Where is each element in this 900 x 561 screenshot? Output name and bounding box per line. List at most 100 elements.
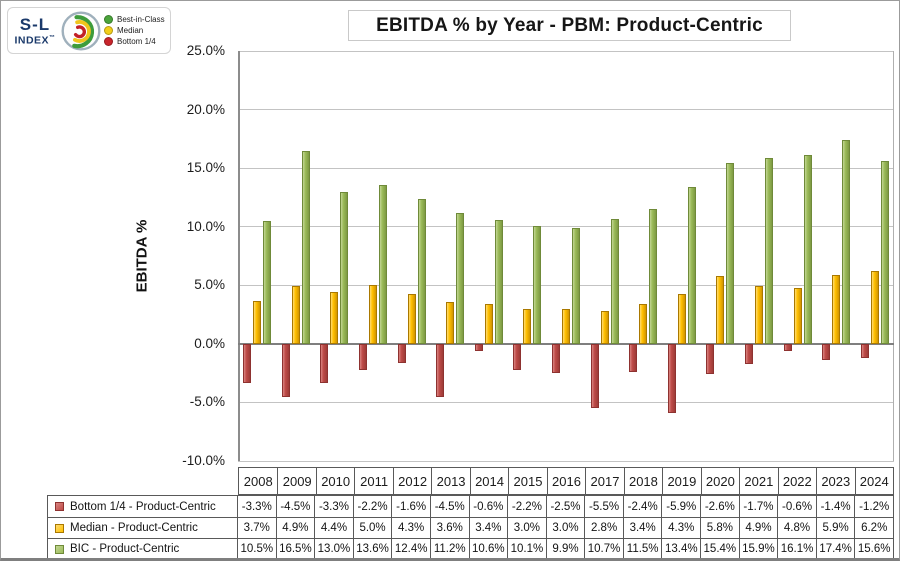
legend-dot-icon bbox=[104, 15, 113, 24]
bar-bic-2024 bbox=[880, 161, 889, 344]
value-cell: -0.6% bbox=[777, 496, 816, 517]
bar-bic-2017 bbox=[610, 218, 619, 344]
year-cell: 2024 bbox=[854, 468, 893, 494]
legend-item: Best-in-Class bbox=[104, 15, 165, 24]
bar-bottom-2017 bbox=[590, 343, 599, 409]
sl-index-wordmark: S-L INDEX™ bbox=[12, 16, 58, 46]
bar-bottom-2012 bbox=[397, 343, 406, 363]
value-cell: 6.2% bbox=[854, 518, 893, 538]
row-label: BIC - Product-Centric bbox=[48, 539, 237, 558]
legend-item-label: Median bbox=[117, 26, 144, 35]
year-cell: 2015 bbox=[508, 468, 546, 494]
bar-median-2014 bbox=[484, 304, 493, 344]
series-marker-icon bbox=[55, 544, 64, 554]
bar-bic-2010 bbox=[340, 191, 349, 344]
bar-bottom-2019 bbox=[667, 343, 676, 413]
bar-group-2010 bbox=[315, 51, 354, 461]
row-label: Bottom 1/4 - Product-Centric bbox=[48, 496, 237, 517]
value-cell: -5.9% bbox=[661, 496, 700, 517]
y-tick-label: 20.0% bbox=[186, 101, 225, 117]
value-cell: 5.9% bbox=[815, 518, 855, 538]
series-marker-icon bbox=[55, 523, 64, 533]
value-cell: -0.6% bbox=[468, 496, 508, 517]
value-cell: 13.0% bbox=[314, 539, 353, 558]
year-cell: 2012 bbox=[392, 468, 431, 494]
value-cell: 5.8% bbox=[700, 518, 739, 538]
value-cell: 2.8% bbox=[584, 518, 623, 538]
table-row: Median - Product-Centric 3.7% 4.9% 4.4% 5.0%… bbox=[48, 517, 893, 538]
year-cell: 2020 bbox=[700, 468, 739, 494]
gridline bbox=[238, 167, 894, 169]
value-cell: 10.7% bbox=[584, 539, 623, 558]
bar-median-2013 bbox=[446, 301, 455, 344]
bar-bottom-2020 bbox=[706, 343, 715, 375]
table-row: Bottom 1/4 - Product-Centric -3.3% -4.5% -3… bbox=[48, 496, 893, 517]
year-cell: 2022 bbox=[777, 468, 816, 494]
value-cell: -2.2% bbox=[507, 496, 546, 517]
legend-item: Median bbox=[104, 26, 165, 35]
legend-dot-icon bbox=[104, 26, 113, 35]
value-cell: 13.6% bbox=[352, 539, 392, 558]
y-tick-label: -10.0% bbox=[182, 453, 225, 468]
bar-group-2022 bbox=[778, 51, 817, 461]
row-label: Median - Product-Centric bbox=[48, 518, 237, 538]
value-cell: 10.5% bbox=[237, 539, 276, 558]
bar-group-2020 bbox=[701, 51, 740, 461]
bar-bic-2020 bbox=[726, 163, 735, 344]
chart-legend: Best-in-Class Median Bottom 1/4 bbox=[104, 15, 165, 46]
bar-bottom-2022 bbox=[783, 343, 792, 351]
table-row: BIC - Product-Centric 10.5% 16.5% 13.0% 13.6… bbox=[48, 538, 893, 558]
gridline bbox=[238, 50, 894, 52]
year-cell: 2018 bbox=[623, 468, 662, 494]
row-label-text: Median - Product-Centric bbox=[70, 522, 198, 534]
page-title: EBITDA % by Year - PBM: Product-Centric bbox=[348, 10, 791, 41]
bar-median-2010 bbox=[330, 292, 339, 344]
bar-bic-2014 bbox=[494, 219, 503, 344]
value-cell: -4.5% bbox=[429, 496, 469, 517]
sl-index-logo: S-L INDEX™ Best-in-Class Median Bottom 1/4 bbox=[7, 7, 171, 54]
bar-bottom-2023 bbox=[822, 343, 831, 361]
value-cell: 3.4% bbox=[622, 518, 662, 538]
bar-group-2012 bbox=[392, 51, 431, 461]
bar-median-2018 bbox=[639, 304, 648, 344]
bar-bottom-2008 bbox=[243, 343, 252, 383]
bar-bottom-2016 bbox=[551, 343, 560, 374]
gridline bbox=[238, 284, 894, 286]
bar-bic-2023 bbox=[842, 140, 851, 344]
value-cell: 17.4% bbox=[815, 539, 855, 558]
year-cell: 2013 bbox=[431, 468, 469, 494]
value-cell: -3.3% bbox=[237, 496, 276, 517]
bar-median-2023 bbox=[832, 274, 841, 344]
value-cell: 4.8% bbox=[777, 518, 816, 538]
bar-bic-2012 bbox=[417, 198, 426, 344]
value-cell: -4.5% bbox=[275, 496, 315, 517]
value-cell: 4.9% bbox=[738, 518, 778, 538]
value-cell: 4.9% bbox=[275, 518, 315, 538]
data-table: Bottom 1/4 - Product-Centric -3.3% -4.5% -3… bbox=[47, 495, 894, 558]
value-cell: 5.0% bbox=[352, 518, 392, 538]
bar-group-2024 bbox=[855, 51, 894, 461]
bar-median-2019 bbox=[677, 293, 686, 344]
row-label-text: BIC - Product-Centric bbox=[70, 543, 180, 555]
plot-right-border bbox=[893, 51, 894, 461]
value-cell: -2.2% bbox=[352, 496, 392, 517]
bar-bottom-2015 bbox=[513, 343, 522, 370]
bar-median-2011 bbox=[369, 285, 378, 344]
y-tick-label: 0.0% bbox=[194, 335, 225, 351]
bar-group-2015 bbox=[508, 51, 547, 461]
year-cell: 2010 bbox=[315, 468, 354, 494]
value-cell: 4.3% bbox=[661, 518, 700, 538]
bar-bic-2011 bbox=[379, 184, 388, 344]
bar-group-2011 bbox=[354, 51, 393, 461]
bar-bottom-2009 bbox=[281, 343, 290, 397]
y-tick-label: 15.0% bbox=[186, 160, 225, 176]
bar-bottom-2013 bbox=[436, 343, 445, 397]
bar-median-2022 bbox=[793, 287, 802, 344]
value-cell: 15.4% bbox=[700, 539, 739, 558]
bar-median-2009 bbox=[291, 286, 300, 344]
bar-group-2019 bbox=[662, 51, 701, 461]
x-axis-year-row: 2008 2009 2010 2011 2012 2013 2014 2015 2016 2017… bbox=[238, 467, 894, 495]
value-cell: -1.6% bbox=[391, 496, 430, 517]
value-cell: 11.5% bbox=[622, 539, 662, 558]
value-cell: 15.9% bbox=[738, 539, 778, 558]
